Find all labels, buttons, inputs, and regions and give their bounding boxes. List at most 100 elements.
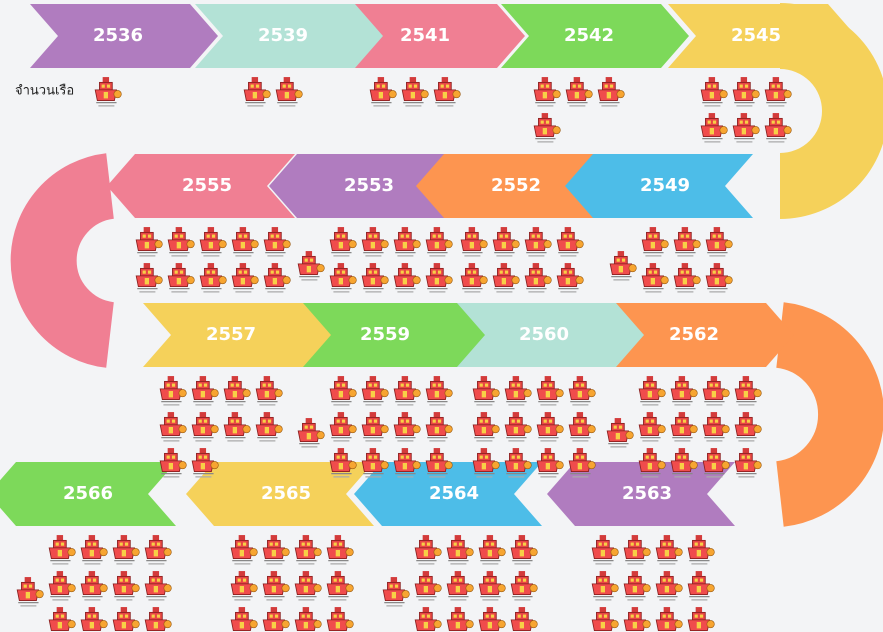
ship-icon (673, 262, 701, 293)
ship-icon (48, 570, 76, 601)
ship-icon (94, 76, 122, 107)
ship-group (460, 226, 584, 293)
year-label: 2549 (640, 175, 690, 196)
curve (10, 153, 116, 368)
ship-group (16, 534, 172, 632)
ship-icon (524, 226, 552, 257)
ship-icon (700, 112, 728, 143)
ship-icon (734, 375, 762, 406)
ship-icon (655, 534, 683, 565)
ship-icon (655, 606, 683, 632)
ship-icon (223, 411, 251, 442)
ship-icon (687, 570, 715, 601)
ship-icon (297, 417, 325, 448)
ship-icon (361, 226, 389, 257)
ship-icon (263, 262, 291, 293)
year-label: 2563 (622, 483, 672, 504)
ship-icon (705, 226, 733, 257)
ship-group (297, 226, 453, 293)
ship-icon (478, 570, 506, 601)
year-label: 2552 (491, 175, 541, 196)
ship-icon (472, 375, 500, 406)
year-label: 2536 (93, 25, 143, 46)
ship-icon (329, 375, 357, 406)
ship-icon (597, 76, 625, 107)
ship-icon (230, 606, 258, 632)
ship-icon (670, 375, 698, 406)
ship-group (606, 375, 762, 478)
ship-icon (433, 76, 461, 107)
ship-icon (460, 262, 488, 293)
ship-group (700, 76, 792, 143)
ship-icon (764, 76, 792, 107)
year-arrow (354, 462, 542, 526)
ship-icon (393, 262, 421, 293)
ship-group (135, 226, 291, 293)
ship-icon (556, 262, 584, 293)
ship-group (94, 76, 122, 107)
ship-icon (361, 262, 389, 293)
ship-group (369, 76, 461, 107)
ship-icon (478, 534, 506, 565)
ship-icon (326, 534, 354, 565)
ship-icon (199, 262, 227, 293)
year-arrow (186, 462, 374, 526)
ship-icon (425, 262, 453, 293)
ship-icon (425, 226, 453, 257)
ship-icon (687, 606, 715, 632)
ship-icon (326, 570, 354, 601)
ship-icon (80, 534, 108, 565)
ship-icon (191, 411, 219, 442)
ship-icon (533, 76, 561, 107)
year-label: 2564 (429, 483, 479, 504)
ship-icon (524, 262, 552, 293)
ship-icon (504, 411, 532, 442)
ship-icon (638, 375, 666, 406)
ship-icon (734, 447, 762, 478)
year-label: 2560 (519, 324, 569, 345)
ship-icon (533, 112, 561, 143)
year-label: 2557 (206, 324, 256, 345)
ship-icon (472, 411, 500, 442)
ship-icon (230, 534, 258, 565)
ship-icon (329, 262, 357, 293)
ship-icon (223, 375, 251, 406)
ship-icon (135, 226, 163, 257)
year-label: 2562 (669, 324, 719, 345)
ship-icon (369, 76, 397, 107)
ship-group (533, 76, 625, 143)
ship-icon (230, 570, 258, 601)
year-label: 2542 (564, 25, 614, 46)
ship-group (609, 226, 733, 293)
year-arrow (456, 303, 644, 367)
ship-icon (167, 262, 195, 293)
ship-icon (700, 76, 728, 107)
ship-icon (199, 226, 227, 257)
ship-icon (361, 411, 389, 442)
ship-icon (294, 570, 322, 601)
ship-icon (263, 226, 291, 257)
ship-icon (393, 375, 421, 406)
ship-icon (510, 570, 538, 601)
ship-icon (687, 534, 715, 565)
ship-icon (446, 570, 474, 601)
ship-icon (329, 226, 357, 257)
ship-icon (144, 606, 172, 632)
ship-icon (262, 570, 290, 601)
ship-icon (262, 606, 290, 632)
ship-icon (609, 250, 637, 281)
ship-group (159, 375, 283, 478)
ship-icon (565, 76, 593, 107)
year-arrow (565, 154, 753, 218)
ship-icon (275, 76, 303, 107)
curve (775, 302, 883, 527)
ship-group (297, 375, 453, 478)
ship-icon (591, 606, 619, 632)
year-label: 2565 (261, 483, 311, 504)
ship-icon (425, 375, 453, 406)
ship-icon (414, 606, 442, 632)
year-label: 2555 (182, 175, 232, 196)
ship-icon (16, 576, 44, 607)
ship-icon (48, 606, 76, 632)
year-arrow (30, 4, 218, 68)
